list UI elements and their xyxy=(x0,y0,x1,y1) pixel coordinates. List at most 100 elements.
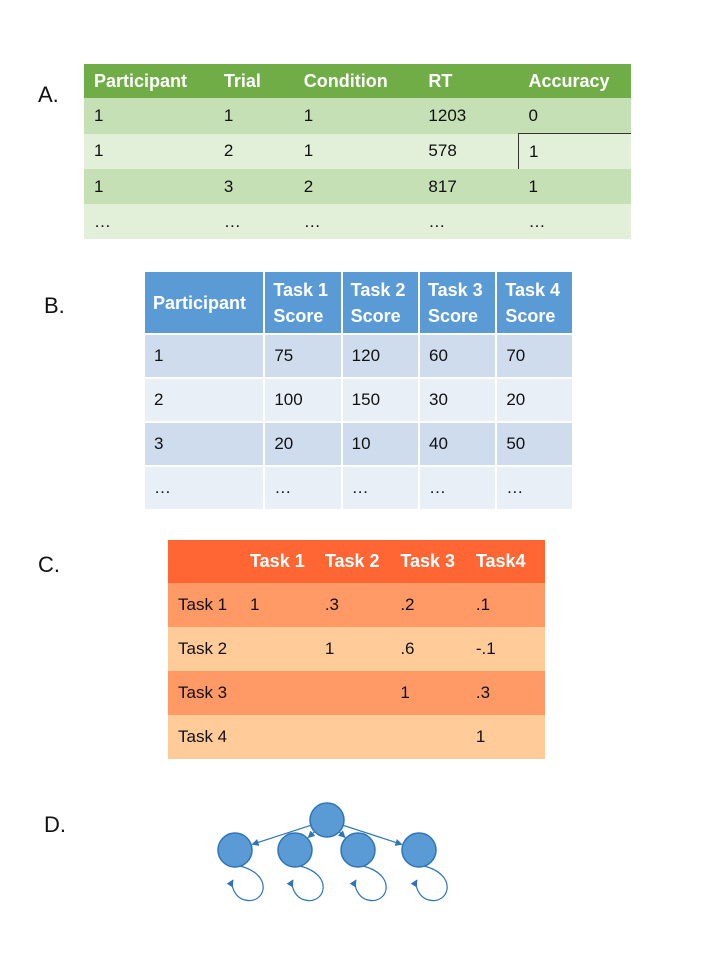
table-a-cell: 1 xyxy=(518,169,631,204)
table-c-header-cell: Task4 xyxy=(465,540,545,583)
self-loop-task-2 xyxy=(286,865,324,902)
table-a-header-cell: Accuracy xyxy=(518,64,631,98)
table-c-cell: 1 xyxy=(314,627,391,671)
table-a-cell: 2 xyxy=(293,169,419,204)
table-a-cell: 1 xyxy=(84,169,214,204)
label-a: A. xyxy=(38,82,59,107)
table-b-cell: 70 xyxy=(496,333,572,378)
self-loop-task-1 xyxy=(226,865,264,902)
table-b-header-cell: Task 1 Score xyxy=(264,272,343,334)
table-c-cell: 1 xyxy=(390,671,466,715)
table-b-cell: 75 xyxy=(264,333,343,378)
edge-to-task-3 xyxy=(337,830,346,838)
diagram-nodes xyxy=(217,802,437,868)
table-a-cell: 1 xyxy=(517,133,631,169)
table-a-cell: 817 xyxy=(418,169,519,204)
table-b-cell: 120 xyxy=(341,333,420,378)
table-a-cell: 578 xyxy=(418,133,519,169)
node-general-factor xyxy=(309,802,345,838)
table-c-cell: Task 1 xyxy=(168,583,241,627)
table-a-header-cell: Trial xyxy=(213,64,294,98)
node-task-3 xyxy=(340,832,376,868)
table-c-cell xyxy=(390,715,466,759)
table-a-cell: 1 xyxy=(293,98,419,134)
self-loop-task-4 xyxy=(410,865,448,902)
table-a-cell: 1 xyxy=(84,133,214,169)
diagram-edges xyxy=(226,824,448,902)
factor-model-diagram xyxy=(217,802,448,902)
table-b-row: …………… xyxy=(145,465,572,509)
table-b-cell: 100 xyxy=(264,377,343,422)
table-b-cell: 30 xyxy=(418,377,498,422)
table-a-row: 1 3 2 817 1 xyxy=(84,169,631,204)
table-b-cell: 2 xyxy=(145,377,266,422)
table-c-cell: Task 3 xyxy=(168,671,241,715)
label-b: B. xyxy=(44,293,65,318)
table-a-cell: 1 xyxy=(84,98,214,134)
table-b-row: 3 20 10 40 50 xyxy=(145,421,572,466)
table-c-cell xyxy=(240,715,315,759)
table-b-row: 1 75 120 60 70 xyxy=(145,333,572,378)
table-c-body: Task 1 1.3.2.1 Task 2 1.6 -.1 Task 3 1.3 Task 4… xyxy=(168,583,545,759)
table-a-header-cell: Condition xyxy=(293,64,419,98)
table-c-header-cell: Task 1 xyxy=(240,540,315,583)
table-b-cell: 150 xyxy=(341,377,420,422)
table-c-header-row: Task 1 Task 2 Task 3 Task4 xyxy=(168,540,545,583)
table-b-header-cell: Task 3 Score xyxy=(418,272,498,334)
table-b-cell: … xyxy=(496,465,572,509)
table-c-cell: Task 4 xyxy=(168,715,241,759)
edge-to-task-1 xyxy=(251,824,312,846)
table-a-header-cell: RT xyxy=(418,64,519,98)
table-c-header-cell xyxy=(168,540,241,583)
node-task-1 xyxy=(217,832,253,868)
table-c-cell: .3 xyxy=(465,671,545,715)
table-b-cell: 20 xyxy=(496,377,572,422)
label-d: D. xyxy=(44,812,66,837)
table-b-cell: … xyxy=(341,465,420,509)
table-c-header-cell: Task 3 xyxy=(390,540,466,583)
table-b-cell: 1 xyxy=(145,333,266,378)
edge-to-task-4 xyxy=(342,824,403,846)
table-c-cell: .2 xyxy=(390,583,466,627)
table-b-cell: 20 xyxy=(264,421,343,466)
table-b-header-cell: Participant xyxy=(145,272,266,334)
table-c-cell xyxy=(240,627,315,671)
table-a-row: 1 1 1 1203 0 xyxy=(84,98,631,134)
table-c-cell: 1 xyxy=(240,583,315,627)
table-c-cell xyxy=(314,715,391,759)
table-b-cell: 10 xyxy=(341,421,420,466)
table-c-cell: .6 xyxy=(390,627,466,671)
correlation-matrix-table: Task 1 Task 2 Task 3 Task4 Task 1 1.3.2.1 Tas… xyxy=(168,540,545,759)
table-b-cell: 60 xyxy=(418,333,498,378)
table-a-header-cell: Participant xyxy=(84,64,214,98)
table-a-body: 1 1 1 1203 0 1 2 1 578 1 1 3 2 817 1…………… xyxy=(84,98,631,239)
table-a-row: …………… xyxy=(84,204,631,239)
node-task-2 xyxy=(277,832,313,868)
table-c-cell xyxy=(314,671,391,715)
table-a-cell: 0 xyxy=(518,98,631,134)
table-b-cell: … xyxy=(145,465,266,509)
table-a-row: 1 2 1 578 1 xyxy=(84,133,631,169)
table-a-header-row: Participant Trial Condition RT Accuracy xyxy=(84,64,631,98)
table-b-header-cell: Task 4 Score xyxy=(496,272,572,334)
table-a-cell: 2 xyxy=(213,133,294,169)
table-c-row: Task 3 1.3 xyxy=(168,671,545,715)
table-c-cell: -.1 xyxy=(465,627,545,671)
label-c: C. xyxy=(38,552,60,577)
node-task-4 xyxy=(401,832,437,868)
table-a-cell: … xyxy=(418,204,519,239)
table-b-cell: 3 xyxy=(145,421,266,466)
table-b-body: 1 75 120 60 70 2 100 150 30 20 3 20 10 40 50…………… xyxy=(145,333,572,509)
table-a-cell: … xyxy=(518,204,631,239)
table-c-cell: .1 xyxy=(465,583,545,627)
table-b-cell: … xyxy=(418,465,498,509)
table-a-cell: 1 xyxy=(293,133,419,169)
table-c-cell xyxy=(240,671,315,715)
table-b-cell: 50 xyxy=(496,421,572,466)
table-a-cell: 1203 xyxy=(418,98,519,134)
table-a-cell: 1 xyxy=(213,98,294,134)
table-c-cell: .3 xyxy=(314,583,391,627)
table-c-cell: Task 2 xyxy=(168,627,241,671)
